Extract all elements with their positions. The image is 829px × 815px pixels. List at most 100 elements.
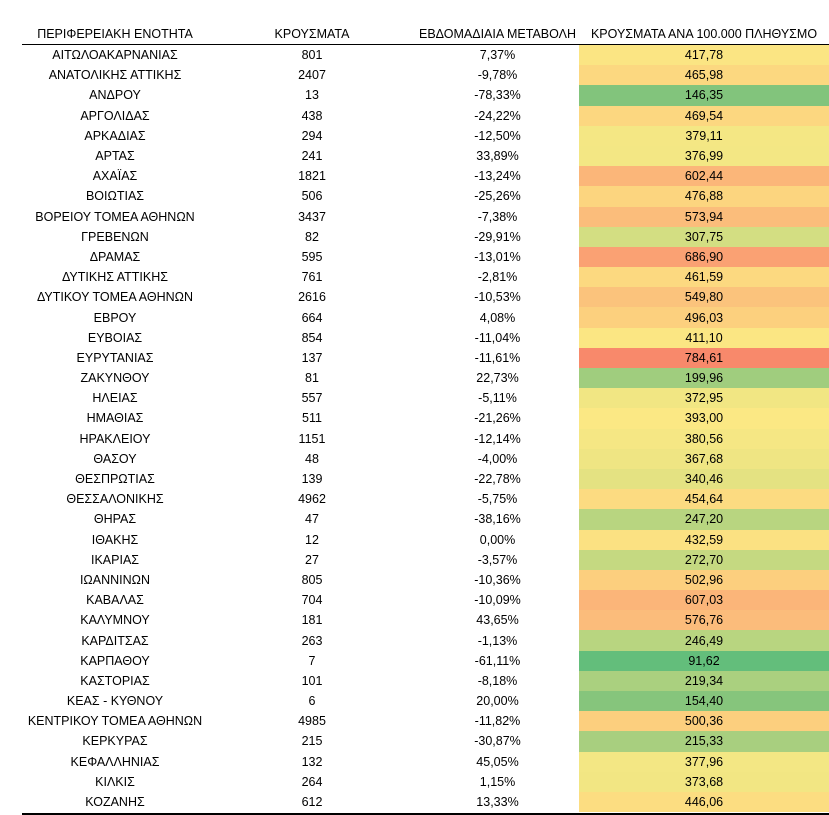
per-100k-cell[interactable]: 602,44 <box>579 166 829 187</box>
table-row[interactable]: ΚΑΒΑΛΑΣ 704 -10,09% 607,03 <box>22 590 829 611</box>
cases-cell[interactable]: 557 <box>301 391 323 406</box>
region-cell[interactable]: ΘΕΣΣΑΛΟΝΙΚΗΣ <box>66 492 164 507</box>
weekly-change-cell[interactable]: -13,24% <box>474 169 521 184</box>
cases-cell[interactable]: 438 <box>301 108 323 123</box>
weekly-change-cell[interactable]: -24,22% <box>474 108 521 123</box>
weekly-change-cell[interactable]: -61,11% <box>474 653 521 668</box>
table-row[interactable]: ΖΑΚΥΝΘΟΥ 81 22,73% 199,96 <box>22 368 829 389</box>
table-row[interactable]: ΚΑΡΔΙΤΣΑΣ 263 -1,13% 246,49 <box>22 630 829 651</box>
per-100k-cell[interactable]: 377,96 <box>579 751 829 772</box>
weekly-change-cell[interactable]: -2,81% <box>477 270 518 285</box>
weekly-change-cell[interactable]: 7,37% <box>479 48 516 63</box>
header-per-100k[interactable]: ΚΡΟΥΣΜΑΤΑ ΑΝΑ 100.000 ΠΛΗΘΥΣΜΟ <box>590 27 818 41</box>
cases-cell[interactable]: 704 <box>301 593 323 608</box>
cases-cell[interactable]: 1821 <box>298 169 326 184</box>
weekly-change-cell[interactable]: -30,87% <box>474 734 521 749</box>
per-100k-cell[interactable]: 340,46 <box>579 468 829 490</box>
per-100k-cell[interactable]: 446,06 <box>579 791 829 813</box>
cases-cell[interactable]: 132 <box>301 754 323 769</box>
region-cell[interactable]: ΑΡΓΟΛΙΔΑΣ <box>80 108 150 123</box>
weekly-change-cell[interactable]: -22,78% <box>474 472 521 487</box>
table-row[interactable]: ΘΕΣΠΡΩΤΙΑΣ 139 -22,78% 340,46 <box>22 468 829 490</box>
per-100k-cell[interactable]: 476,88 <box>579 186 829 207</box>
table-row[interactable]: ΑΡΤΑΣ 241 33,89% 376,99 <box>22 145 829 167</box>
cases-cell[interactable]: 47 <box>305 512 319 527</box>
region-cell[interactable]: ΑΡΚΑΔΙΑΣ <box>84 128 146 143</box>
cases-cell[interactable]: 48 <box>305 451 319 466</box>
cases-cell[interactable]: 6 <box>308 694 316 709</box>
table-row[interactable]: ΚΑΣΤΟΡΙΑΣ 101 -8,18% 219,34 <box>22 670 829 691</box>
table-row[interactable]: ΗΜΑΘΙΑΣ 511 -21,26% 393,00 <box>22 408 829 429</box>
per-100k-cell[interactable]: 461,59 <box>579 267 829 288</box>
table-row[interactable]: ΔΥΤΙΚΗΣ ΑΤΤΙΚΗΣ 761 -2,81% 461,59 <box>22 267 829 288</box>
per-100k-cell[interactable]: 465,98 <box>579 65 829 86</box>
weekly-change-cell[interactable]: -10,09% <box>474 593 521 608</box>
weekly-change-cell[interactable]: -5,75% <box>477 492 518 507</box>
per-100k-cell[interactable]: 219,34 <box>579 670 829 691</box>
weekly-change-cell[interactable]: 33,89% <box>476 149 519 164</box>
table-row[interactable]: ΓΡΕΒΕΝΩΝ 82 -29,91% 307,75 <box>22 226 829 247</box>
region-cell[interactable]: ΖΑΚΥΝΘΟΥ <box>80 371 150 386</box>
cases-cell[interactable]: 506 <box>301 189 323 204</box>
region-cell[interactable]: ΚΑΣΤΟΡΙΑΣ <box>80 673 150 688</box>
cases-cell[interactable]: 4962 <box>298 492 326 507</box>
region-cell[interactable]: ΚΕΑΣ - ΚΥΘΝΟΥ <box>66 694 164 709</box>
cases-cell[interactable]: 854 <box>301 330 323 345</box>
weekly-change-cell[interactable]: -11,61% <box>474 350 521 365</box>
per-100k-cell[interactable]: 417,78 <box>579 45 829 66</box>
region-cell[interactable]: ΚΕΡΚΥΡΑΣ <box>82 734 148 749</box>
region-cell[interactable]: ΓΡΕΒΕΝΩΝ <box>81 229 149 244</box>
weekly-change-cell[interactable]: -10,36% <box>474 572 521 587</box>
region-cell[interactable]: ΑΙΤΩΛΟΑΚΑΡΝΑΝΙΑΣ <box>52 48 178 63</box>
cases-cell[interactable]: 82 <box>305 229 319 244</box>
table-row[interactable]: ΚΕΦΑΛΛΗΝΙΑΣ 132 45,05% 377,96 <box>22 751 829 772</box>
weekly-change-cell[interactable]: -7,38% <box>477 209 518 224</box>
weekly-change-cell[interactable]: -5,11% <box>478 391 517 406</box>
region-cell[interactable]: ΙΘΑΚΗΣ <box>91 532 139 547</box>
region-cell[interactable]: ΚΟΖΑΝΗΣ <box>85 795 145 810</box>
cases-cell[interactable]: 137 <box>301 350 323 365</box>
per-100k-cell[interactable]: 272,70 <box>579 549 829 570</box>
table-row[interactable]: ΒΟΙΩΤΙΑΣ 506 -25,26% 476,88 <box>22 186 829 207</box>
header-weekly-change[interactable]: ΕΒΔΟΜΑΔΙΑΙΑ ΜΕΤΑΒΟΛΗ <box>419 27 576 41</box>
region-cell[interactable]: ΕΒΡΟΥ <box>93 310 137 325</box>
header-cases[interactable]: ΚΡΟΥΣΜΑΤΑ <box>274 27 350 41</box>
table-row[interactable]: ΑΝΔΡΟΥ 13 -78,33% 146,35 <box>22 85 829 106</box>
cases-cell[interactable]: 215 <box>301 734 323 749</box>
cases-cell[interactable]: 595 <box>301 249 323 264</box>
region-cell[interactable]: ΙΩΑΝΝΙΝΩΝ <box>79 572 151 587</box>
cases-cell[interactable]: 12 <box>305 532 319 547</box>
per-100k-cell[interactable]: 496,03 <box>579 307 829 328</box>
table-row[interactable]: ΔΥΤΙΚΟΥ ΤΟΜΕΑ ΑΘΗΝΩΝ 2616 -10,53% 549,80 <box>22 287 829 308</box>
cases-cell[interactable]: 81 <box>305 371 319 386</box>
per-100k-cell[interactable]: 502,96 <box>579 569 829 591</box>
per-100k-cell[interactable]: 91,62 <box>579 650 829 671</box>
per-100k-cell[interactable]: 246,49 <box>579 630 829 651</box>
per-100k-cell[interactable]: 154,40 <box>579 691 829 712</box>
region-cell[interactable]: ΔΡΑΜΑΣ <box>89 249 141 264</box>
region-cell[interactable]: ΙΚΑΡΙΑΣ <box>90 552 140 567</box>
region-cell[interactable]: ΑΝΔΡΟΥ <box>89 88 141 103</box>
weekly-change-cell[interactable]: 1,15% <box>479 774 516 789</box>
weekly-change-cell[interactable]: -1,13% <box>477 633 518 648</box>
per-100k-cell[interactable]: 784,61 <box>579 347 829 368</box>
weekly-change-cell[interactable]: -78,33% <box>474 88 521 103</box>
cases-cell[interactable]: 4985 <box>298 714 326 729</box>
table-row[interactable]: ΗΡΑΚΛΕΙΟΥ 1151 -12,14% 380,56 <box>22 428 829 449</box>
per-100k-cell[interactable]: 607,03 <box>579 590 829 611</box>
region-cell[interactable]: ΔΥΤΙΚΗΣ ΑΤΤΙΚΗΣ <box>62 270 168 285</box>
table-row[interactable]: ΚΟΖΑΝΗΣ 612 13,33% 446,06 <box>22 791 829 813</box>
weekly-change-cell[interactable]: 4,08% <box>479 310 516 325</box>
region-cell[interactable]: ΘΕΣΠΡΩΤΙΑΣ <box>75 472 155 487</box>
weekly-change-cell[interactable]: -25,26% <box>474 189 521 204</box>
table-row[interactable]: ΕΥΡΥΤΑΝΙΑΣ 137 -11,61% 784,61 <box>22 347 829 368</box>
region-cell[interactable]: ΑΝΑΤΟΛΙΚΗΣ ΑΤΤΙΚΗΣ <box>48 68 182 83</box>
weekly-change-cell[interactable]: -12,14% <box>474 431 521 446</box>
table-row[interactable]: ΚΑΡΠΑΘΟΥ 7 -61,11% 91,62 <box>22 650 829 671</box>
per-100k-cell[interactable]: 372,95 <box>579 388 829 409</box>
table-row[interactable]: ΗΛΕΙΑΣ 557 -5,11% 372,95 <box>22 388 829 409</box>
table-row[interactable]: ΕΥΒΟΙΑΣ 854 -11,04% 411,10 <box>22 327 829 348</box>
table-row[interactable]: ΙΚΑΡΙΑΣ 27 -3,57% 272,70 <box>22 549 829 570</box>
cases-cell[interactable]: 13 <box>305 88 319 103</box>
region-cell[interactable]: ΚΑΛΥΜΝΟΥ <box>80 613 150 628</box>
